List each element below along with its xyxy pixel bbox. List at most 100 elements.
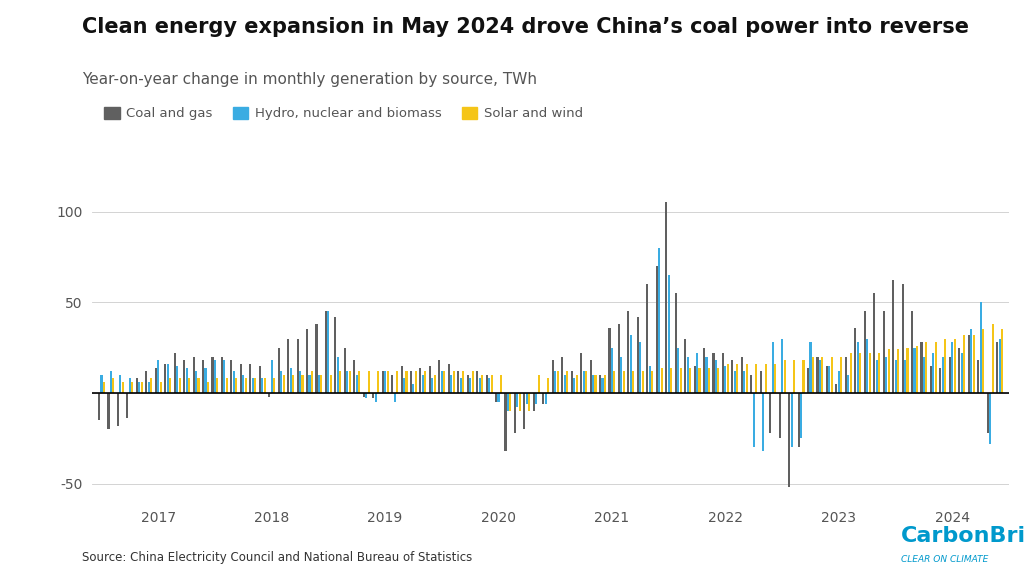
- Bar: [232, 371, 234, 393]
- Bar: [495, 393, 497, 402]
- Bar: [420, 367, 422, 393]
- Bar: [655, 266, 657, 393]
- Bar: [131, 382, 133, 393]
- Bar: [321, 375, 323, 393]
- Bar: [538, 375, 540, 393]
- Bar: [765, 364, 767, 393]
- Bar: [129, 378, 131, 393]
- Bar: [670, 367, 672, 393]
- Bar: [358, 371, 360, 393]
- Bar: [660, 367, 663, 393]
- Bar: [642, 371, 644, 393]
- Bar: [140, 382, 142, 393]
- Bar: [429, 366, 431, 393]
- Bar: [751, 375, 753, 393]
- Bar: [198, 378, 200, 393]
- Bar: [355, 375, 357, 393]
- Bar: [221, 356, 223, 393]
- Bar: [393, 393, 395, 402]
- Bar: [581, 353, 583, 393]
- Bar: [243, 375, 245, 393]
- Bar: [718, 367, 720, 393]
- Bar: [595, 375, 597, 393]
- Bar: [724, 366, 726, 393]
- Bar: [211, 356, 214, 393]
- Bar: [297, 339, 299, 393]
- Bar: [935, 342, 937, 393]
- Bar: [812, 356, 814, 393]
- Bar: [205, 367, 207, 393]
- Bar: [110, 371, 112, 393]
- Bar: [245, 378, 247, 393]
- Bar: [613, 371, 615, 393]
- Bar: [263, 378, 265, 393]
- Bar: [368, 371, 370, 393]
- Bar: [306, 329, 308, 393]
- Bar: [500, 375, 502, 393]
- Bar: [913, 347, 915, 393]
- Bar: [281, 371, 283, 393]
- Bar: [982, 329, 984, 393]
- Bar: [753, 393, 755, 447]
- Bar: [120, 375, 122, 393]
- Bar: [469, 378, 471, 393]
- Bar: [845, 356, 847, 393]
- Bar: [103, 382, 105, 393]
- Bar: [977, 361, 979, 393]
- Bar: [317, 375, 319, 393]
- Bar: [897, 350, 899, 393]
- Bar: [755, 364, 758, 393]
- Bar: [703, 347, 706, 393]
- Bar: [315, 324, 317, 393]
- Bar: [481, 375, 483, 393]
- Bar: [505, 393, 507, 451]
- Bar: [573, 378, 575, 393]
- Bar: [570, 371, 572, 393]
- Bar: [781, 339, 783, 393]
- Bar: [942, 356, 944, 393]
- Legend: Coal and gas, Hydro, nuclear and biomass, Solar and wind: Coal and gas, Hydro, nuclear and biomass…: [98, 102, 589, 125]
- Bar: [991, 324, 993, 393]
- Bar: [488, 378, 490, 393]
- Bar: [646, 284, 648, 393]
- Bar: [532, 393, 535, 411]
- Bar: [382, 371, 384, 393]
- Bar: [731, 361, 733, 393]
- Bar: [850, 353, 852, 393]
- Bar: [458, 371, 460, 393]
- Bar: [980, 302, 982, 393]
- Bar: [923, 356, 925, 393]
- Bar: [970, 329, 972, 393]
- Bar: [961, 353, 963, 393]
- Bar: [372, 393, 374, 398]
- Bar: [301, 375, 303, 393]
- Bar: [188, 378, 190, 393]
- Bar: [901, 284, 903, 393]
- Bar: [686, 356, 688, 393]
- Bar: [575, 375, 578, 393]
- Bar: [349, 371, 351, 393]
- Bar: [708, 367, 710, 393]
- Bar: [545, 393, 547, 404]
- Bar: [216, 378, 218, 393]
- Bar: [774, 364, 776, 393]
- Text: Source: China Electricity Council and National Bureau of Statistics: Source: China Electricity Council and Na…: [82, 550, 472, 564]
- Bar: [451, 375, 453, 393]
- Bar: [536, 393, 538, 404]
- Bar: [590, 361, 592, 393]
- Bar: [509, 393, 511, 411]
- Bar: [885, 356, 887, 393]
- Bar: [876, 361, 878, 393]
- Bar: [557, 371, 559, 393]
- Bar: [353, 361, 355, 393]
- Bar: [514, 393, 516, 433]
- Bar: [543, 393, 545, 404]
- Bar: [391, 375, 393, 393]
- Bar: [335, 317, 337, 393]
- Bar: [819, 361, 821, 393]
- Bar: [485, 375, 487, 393]
- Bar: [552, 361, 554, 393]
- Bar: [519, 393, 521, 411]
- Bar: [803, 361, 805, 393]
- Bar: [259, 366, 261, 393]
